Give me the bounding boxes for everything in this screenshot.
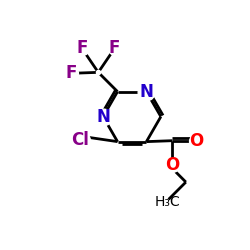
Text: Cl: Cl [71, 131, 89, 149]
Text: N: N [140, 82, 153, 100]
Text: H₃C: H₃C [155, 195, 180, 209]
Text: O: O [165, 156, 180, 174]
Text: N: N [96, 108, 110, 126]
Text: F: F [76, 39, 88, 57]
Text: O: O [189, 132, 204, 150]
Text: F: F [66, 64, 77, 82]
Text: F: F [109, 39, 120, 57]
